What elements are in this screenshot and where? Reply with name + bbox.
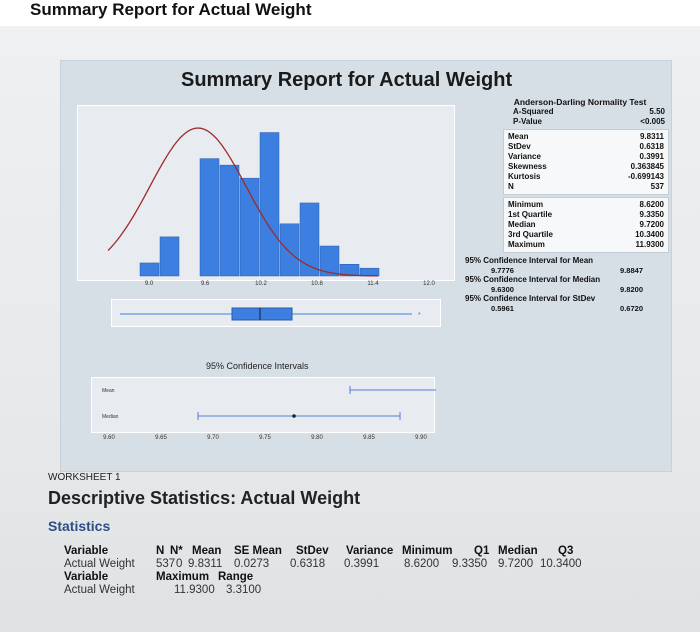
worksheet-label: WORKSHEET 1 <box>48 472 121 483</box>
ci-tick-label: 9.90 <box>415 435 427 441</box>
descriptive-stats-table: Variable N N* Mean SE Mean StDev Varianc… <box>64 544 624 596</box>
statistics-heading: Statistics <box>48 518 111 534</box>
confidence-title: 95% Confidence Intervals <box>206 361 309 371</box>
interval-title: 95% Confidence Interval for Mean <box>465 256 594 265</box>
histogram-bar <box>279 223 300 277</box>
quartile-row: 1st Quartile 9.3350 <box>508 210 664 219</box>
ci-tick-label: 9.60 <box>103 435 115 441</box>
boxplot-box <box>231 307 293 321</box>
histogram-bar <box>259 132 280 277</box>
histogram-bar <box>199 158 220 277</box>
stat-row: StDev 0.6318 <box>508 142 664 151</box>
boxplot: * <box>111 299 441 327</box>
quartile-row: Minimum 8.6200 <box>508 200 664 209</box>
confidence-x-axis: 9.60 9.65 9.70 9.75 9.80 9.85 9.90 <box>91 435 435 445</box>
report-title: Summary Report for Actual Weight <box>181 69 513 91</box>
quartile-row: 3rd Quartile 10.3400 <box>508 230 664 239</box>
histogram-bar <box>319 245 340 277</box>
histogram-tick-label: 10.8 <box>311 281 323 287</box>
histogram-tick-label: 11.4 <box>367 281 379 287</box>
boxplot-svg: * <box>120 307 421 321</box>
histogram-bar <box>359 267 380 277</box>
ad-row: P-Value <0.005 <box>513 117 665 126</box>
table-header-row: Variable N N* Mean SE Mean StDev Varianc… <box>64 544 574 557</box>
histogram-plot <box>77 105 455 281</box>
interval-title: 95% Confidence Interval for Median <box>465 275 601 284</box>
histogram-tick-label: 9.6 <box>200 281 210 287</box>
ci-median-point <box>292 414 296 418</box>
interval-values: 0.5961 0.6720 <box>491 304 643 313</box>
page-title: Summary Report for Actual Weight <box>30 0 312 19</box>
histogram-bar <box>219 164 240 277</box>
quartiles-box: Minimum 8.6200 1st Quartile 9.3350 Median 9… <box>503 197 669 253</box>
histogram-x-axis: 9.0 9.6 10.2 10.8 11.4 12.0 <box>77 281 455 293</box>
histogram-tick-label: 12.0 <box>423 281 435 287</box>
screen-photo: Summary Report for Actual Weight 9.0 9.6 1… <box>0 26 700 632</box>
quartile-row: Maximum 11.9300 <box>508 240 664 249</box>
intervals-block: 95% Confidence Interval for Mean 9.7776 9… <box>461 256 669 313</box>
histogram-tick-label: 10.2 <box>255 281 267 287</box>
stats-panel: Anderson-Darling Normality Test A-Square… <box>461 97 669 313</box>
stat-row: Kurtosis -0.699143 <box>508 172 664 181</box>
histogram-svg <box>107 127 380 277</box>
confidence-plot: Mean Median <box>91 377 472 433</box>
summary-report-panel: Summary Report for Actual Weight 9.0 9.6 1… <box>60 60 672 472</box>
histogram-bar <box>339 264 360 277</box>
table-header-row: Variable Maximum Range <box>64 570 254 583</box>
interval-values: 9.7776 9.8847 <box>491 266 643 275</box>
histogram-bar <box>139 262 160 277</box>
table-row: Actual Weight 537 0 9.8311 0.0273 0.6318… <box>64 557 582 570</box>
ci-tick-label: 9.70 <box>207 435 219 441</box>
ad-test-title: Anderson-Darling Normality Test <box>513 97 647 107</box>
stat-row: Skewness 0.363845 <box>508 162 664 171</box>
worksheet-title: Descriptive Statistics: Actual Weight <box>48 488 361 508</box>
stat-row: Variance 0.3991 <box>508 152 664 161</box>
ci-tick-label: 9.85 <box>363 435 375 441</box>
stat-row: N 537 <box>508 182 664 191</box>
normal-curve <box>107 127 379 277</box>
histogram-bar <box>159 236 180 277</box>
ci-tick-label: 9.65 <box>155 435 167 441</box>
ci-mean-label: Mean <box>102 388 115 394</box>
histogram-tick-label: 9.0 <box>144 281 154 287</box>
ci-median-label: Median <box>102 414 119 420</box>
ad-row: A-Squared 5.50 <box>513 107 665 116</box>
histogram-bar <box>299 202 320 277</box>
quartile-row: Median 9.7200 <box>508 220 664 229</box>
ci-tick-label: 9.80 <box>311 435 323 441</box>
summary-stats-box: Mean 9.8311 StDev 0.6318 Variance 0.3991 Sk… <box>503 129 669 195</box>
stat-row: Mean 9.8311 <box>508 132 664 141</box>
boxplot-outlier: * <box>418 312 421 319</box>
interval-title: 95% Confidence Interval for StDev <box>465 294 596 303</box>
table-row: Actual Weight 11.9300 3.3100 <box>64 583 262 596</box>
interval-values: 9.6300 9.8200 <box>491 285 643 294</box>
ci-tick-label: 9.75 <box>259 435 271 441</box>
confidence-svg <box>197 386 472 420</box>
